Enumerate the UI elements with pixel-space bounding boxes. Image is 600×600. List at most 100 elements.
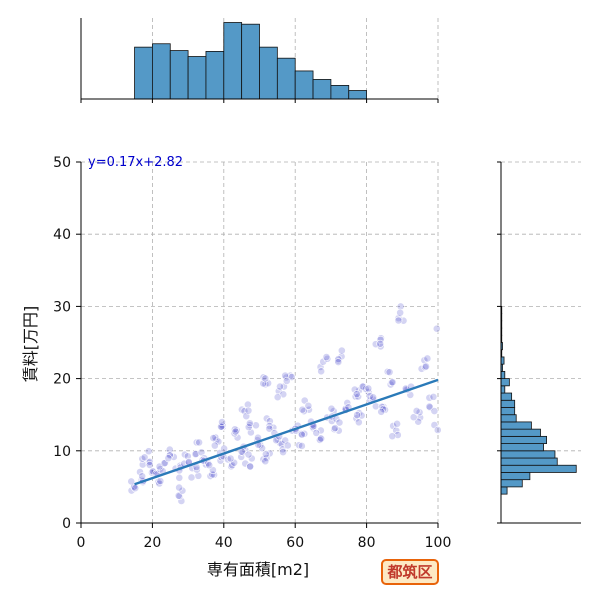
y-hist-bar: [500, 435, 547, 444]
x-hist-bar: [134, 46, 153, 100]
scatter-point: [252, 421, 260, 430]
scatter-point: [187, 473, 196, 482]
y-tick-label: 10: [53, 444, 71, 460]
scatter-point: [392, 426, 401, 435]
x-hist-bar: [259, 46, 278, 100]
y-hist-bar: [500, 370, 506, 380]
y-hist-bar: [500, 428, 541, 437]
scatter-point: [364, 384, 373, 393]
y-hist-bar: [500, 385, 506, 394]
scatter-point: [261, 457, 270, 466]
scatter-point: [376, 335, 385, 344]
y-tick-label: 50: [53, 155, 71, 171]
x-hist-bar: [330, 85, 350, 100]
x-hist-bar: [169, 50, 189, 100]
scatter-point: [262, 414, 271, 423]
y-hist-bar: [500, 378, 510, 387]
x-hist-bar: [348, 90, 368, 100]
scatter-point: [334, 355, 343, 363]
x-hist-bar: [205, 51, 225, 100]
scatter-point: [371, 402, 380, 411]
scatter-point: [353, 411, 362, 419]
scatter-point: [315, 436, 324, 444]
scatter-point: [241, 459, 250, 468]
y-axis-label: 賃料[万円]: [21, 306, 40, 383]
y-tick-label: 30: [53, 299, 71, 315]
x-hist-bar: [294, 70, 314, 100]
scatter-point: [376, 342, 385, 351]
scatter-point: [300, 396, 309, 405]
scatter-point: [243, 400, 252, 409]
scatter-point: [280, 382, 288, 391]
scatter-point: [220, 444, 229, 453]
x-hist-bar: [151, 43, 171, 100]
scatter-point: [261, 450, 270, 459]
x-tick-label: 100: [425, 535, 452, 551]
scatter-point: [417, 364, 426, 373]
scatter-point: [388, 432, 397, 441]
scatter-point: [131, 484, 140, 493]
y-hist-bar: [500, 457, 558, 466]
y-histogram: [497, 161, 581, 524]
scatter-point: [244, 450, 253, 459]
x-tick-label: 20: [143, 535, 161, 551]
scatter-point: [354, 392, 362, 401]
scatter-point: [217, 422, 225, 431]
scatter-point: [377, 407, 386, 416]
x-hist-bar: [276, 57, 296, 100]
scatter-point: [175, 483, 184, 492]
scatter-point: [259, 379, 268, 388]
y-tick-label: 20: [53, 372, 71, 388]
scatter-point: [396, 302, 405, 311]
scatter-point: [281, 436, 290, 445]
x-axis-label: 専有面積[m2]: [207, 560, 309, 579]
scatter-point: [409, 413, 418, 422]
scatter-point: [422, 362, 430, 371]
regression-line: [134, 378, 439, 486]
scatter-point: [429, 392, 438, 401]
regression-equation: y=0.17x+2.82: [88, 155, 183, 170]
scatter-point: [244, 406, 253, 415]
y-hist-bar: [500, 407, 516, 416]
scatter-point: [327, 404, 336, 413]
scatter-point: [209, 434, 218, 442]
scatter-point: [393, 419, 401, 428]
scatter-point: [246, 462, 255, 471]
scatter-point: [412, 407, 421, 415]
scatter-point: [369, 393, 378, 402]
scatter-point: [175, 473, 184, 482]
y-hist-bar: [500, 443, 544, 452]
y-hist-bar: [500, 414, 517, 423]
scatter-point: [136, 468, 144, 476]
scatter-point: [140, 453, 149, 462]
scatter-point: [433, 426, 442, 434]
scatter-point: [283, 441, 292, 450]
main-grid: [81, 161, 439, 523]
y-tick-label: 0: [62, 516, 71, 532]
y-hist-bar: [500, 421, 532, 430]
scatter-point: [354, 418, 363, 427]
scatter-point: [164, 454, 173, 463]
scatter-point: [226, 454, 235, 463]
scatter-point: [389, 422, 398, 430]
scatter-point: [282, 377, 291, 385]
x-tick-label: 80: [358, 535, 376, 551]
scatter-point: [298, 430, 306, 439]
x-tick-label: 60: [286, 535, 304, 551]
scatter-point: [394, 316, 403, 325]
scatter-point: [335, 418, 344, 427]
scatter-point: [265, 424, 274, 433]
y-hist-bar: [500, 486, 508, 495]
axes: 0 20 40 60 80 100 0 10 20 30 40 50: [53, 155, 451, 551]
scatter-point: [352, 390, 361, 398]
scatter-point: [192, 438, 201, 447]
scatter-point: [305, 405, 313, 414]
y-hist-bar: [500, 450, 556, 459]
scatter-point: [183, 452, 192, 461]
regression: [134, 378, 439, 486]
scatter-point: [330, 425, 339, 434]
scatter-point: [127, 477, 136, 486]
scatter-point: [317, 367, 326, 376]
x-tick-label: 40: [215, 535, 233, 551]
x-hist-bar: [312, 79, 332, 100]
